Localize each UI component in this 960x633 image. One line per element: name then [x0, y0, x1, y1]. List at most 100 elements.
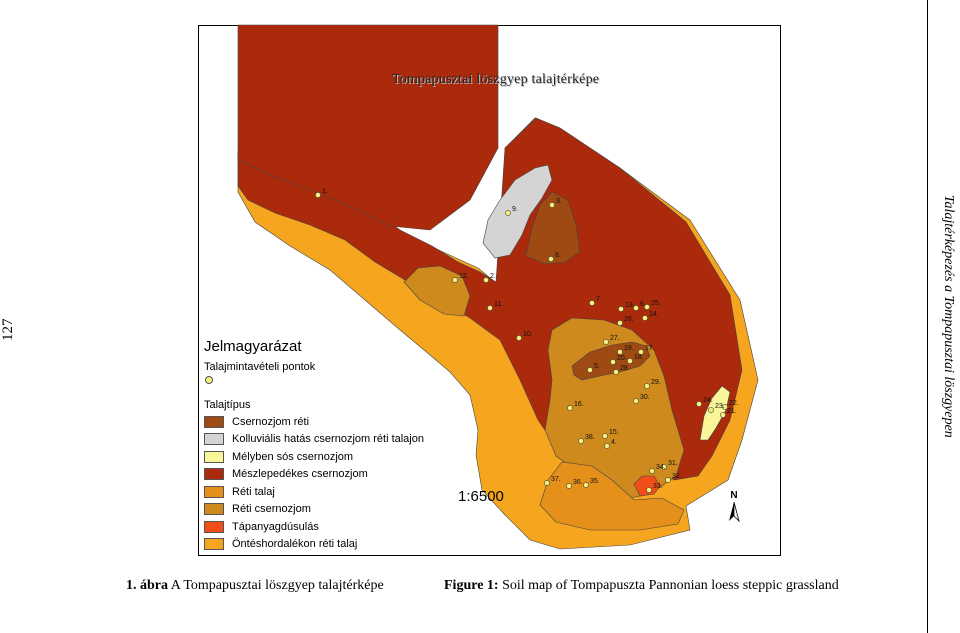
sample-point-label: 23.: [715, 403, 725, 410]
sample-point-marker: [661, 464, 667, 470]
sample-point-marker: [638, 349, 644, 355]
sample-point-label: 6.: [640, 301, 646, 308]
zone-meszlepedekes-north: [237, 24, 499, 231]
north-arrow: N: [726, 488, 742, 524]
legend-swatch: [204, 433, 224, 446]
caption-english-text: Soil map of Tompapuszta Pannonian loess …: [498, 578, 839, 593]
sample-point-label: 26.: [624, 316, 634, 323]
sample-point-marker: [548, 256, 554, 262]
sample-point-label: 14.: [649, 311, 659, 318]
sample-point-marker: [646, 487, 652, 493]
running-head-text: Talajtérképezés a Tompapusztai löszgyepe…: [941, 195, 956, 438]
legend-label: Mészlepedékes csernozjom: [232, 468, 368, 481]
sample-point-marker: [696, 401, 702, 407]
sample-point-marker: [516, 335, 522, 341]
sample-point-label: 5.: [594, 363, 600, 370]
sample-point-label: 17.: [645, 345, 655, 352]
legend-label: Mélyben sós csernozjom: [232, 450, 354, 463]
sample-point-label: 2.: [490, 273, 496, 280]
legend-swatch: [204, 485, 224, 498]
legend-swatch: [204, 538, 224, 551]
sample-point-label: 18.: [634, 354, 644, 361]
caption-english-prefix: Figure 1:: [444, 578, 499, 593]
sample-point-marker: [583, 482, 589, 488]
legend-item: Réti talaj: [204, 483, 454, 501]
sample-point-label: 4.: [611, 439, 617, 446]
sample-point-label: 38.: [585, 434, 595, 441]
sample-point-marker: [544, 480, 550, 486]
map-title: Tompapusztai löszgyep talajtérképe: [392, 72, 600, 87]
sample-point-label: 22.: [729, 400, 739, 407]
legend-item: Tápanyagdúsulás: [204, 518, 454, 536]
sample-point-label: 7.: [596, 296, 602, 303]
north-label: N: [730, 490, 737, 501]
sample-point-marker: [665, 477, 671, 483]
sample-point-label: 3.: [556, 198, 562, 205]
legend-swatch: [204, 503, 224, 516]
sample-point-marker: [633, 398, 639, 404]
sample-point-marker: [578, 438, 584, 444]
legend-items: Csernozjom réti Kolluviális hatás csernoz…: [204, 413, 454, 553]
legend-label: Kolluviális hatás csernozjom réti talajo…: [232, 433, 424, 446]
sample-point-marker: [644, 383, 650, 389]
legend-item: Kolluviális hatás csernozjom réti talajo…: [204, 431, 454, 449]
sample-point-label: 35.: [590, 478, 600, 485]
sample-point-marker: [722, 404, 728, 410]
sample-point-label: 11.: [494, 301, 503, 308]
sample-point-label: 19.: [624, 345, 634, 352]
sample-point-marker: [587, 367, 593, 373]
zone-kolluvialis: [482, 164, 553, 259]
sample-point-label: 21.: [727, 408, 737, 415]
legend-item: Réti csernozjom: [204, 501, 454, 519]
sample-point-label: 1.: [322, 188, 328, 195]
sample-point-label: 9.: [512, 206, 518, 213]
sample-point-marker: [452, 277, 458, 283]
legend-label: Öntéshordalékon réti talaj: [232, 538, 358, 551]
legend-heading: Jelmagyarázat: [204, 338, 302, 355]
sample-point-label: 27.: [610, 335, 620, 342]
sample-point-label: 25.: [651, 300, 661, 307]
sample-point-marker: [633, 305, 639, 311]
sample-point-label: 34.: [656, 464, 666, 471]
legend-item: Mészlepedékes csernozjom: [204, 466, 454, 484]
map-scale: 1:6500: [458, 488, 504, 505]
sample-point-icon: [205, 376, 213, 384]
zone-csernozjom-reti-north: [525, 191, 581, 265]
sample-point-marker: [644, 304, 650, 310]
caption-hungarian-text: A Tompapusztai löszgyep talajtérképe: [168, 578, 384, 593]
sample-point-label: 13.: [625, 302, 635, 309]
north-arrow-icon: N: [729, 490, 740, 523]
legend-label: Réti csernozjom: [232, 503, 311, 516]
legend-swatch: [204, 520, 224, 533]
sample-point-label: 30.: [640, 394, 650, 401]
legend-label: Csernozjom réti: [232, 415, 310, 428]
sample-point-marker: [642, 315, 648, 321]
sample-point-marker: [618, 306, 624, 312]
sample-point-label: 29.: [651, 379, 661, 386]
legend-label: Tápanyagdúsulás: [232, 520, 319, 533]
sample-point-marker: [720, 412, 726, 418]
sample-point-label: 37.: [551, 476, 561, 483]
sample-point-label: 20.: [617, 355, 627, 362]
sample-point-marker: [549, 202, 555, 208]
legend: Jelmagyarázat Talajmintavételi pontok Ta…: [204, 338, 454, 553]
sample-point-marker: [602, 433, 608, 439]
legend-points-heading: Talajmintavételi pontok: [204, 361, 316, 373]
sample-point-marker: [483, 277, 489, 283]
legend-item: Öntéshordalékon réti talaj: [204, 536, 454, 554]
sample-point-marker: [613, 369, 619, 375]
legend-swatch: [204, 468, 224, 481]
sample-point-marker: [315, 192, 321, 198]
sample-point-marker: [567, 405, 573, 411]
sample-point-marker: [708, 407, 714, 413]
sample-point-marker: [603, 339, 609, 345]
sample-point-label: 15.: [609, 429, 619, 436]
legend-label: Réti talaj: [232, 485, 275, 498]
sample-point-label: 24.: [703, 397, 713, 404]
sample-point-marker: [589, 300, 595, 306]
caption-hungarian-prefix: 1. ábra: [126, 578, 168, 593]
sample-point-label: 32.: [672, 473, 682, 480]
legend-item: Mélyben sós csernozjom: [204, 448, 454, 466]
legend-swatch: [204, 415, 224, 428]
